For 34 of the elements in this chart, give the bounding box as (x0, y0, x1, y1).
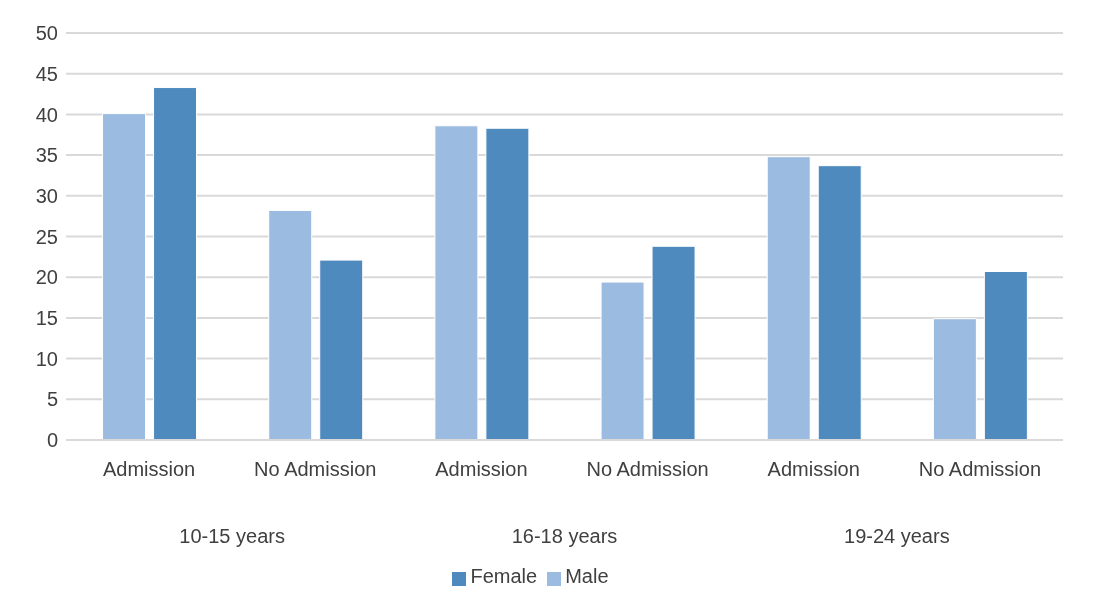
text: 10-15 years (179, 525, 285, 547)
bar (485, 127, 530, 440)
x-tick-label: No Admission (586, 458, 709, 480)
bar (153, 87, 198, 440)
bar (268, 209, 313, 440)
y-tick-label: 0 (46, 429, 58, 452)
bar (817, 165, 862, 440)
y-tick-label: 20 (35, 266, 58, 289)
bar (932, 318, 977, 440)
bar (600, 281, 645, 440)
text: 19-24 years (844, 525, 950, 547)
y-tick-label: 10 (35, 347, 58, 370)
x-tick-label: No Admission (254, 458, 377, 480)
y-tick-label: 5 (46, 388, 58, 411)
y-tick-label: 15 (35, 307, 58, 329)
legend-label: Female (470, 565, 538, 587)
bar (651, 245, 696, 440)
bar (319, 259, 364, 440)
y-tick-label: 50 (35, 22, 58, 45)
y-tick-label: 45 (35, 62, 58, 85)
text: 16-18 years (511, 525, 618, 547)
y-tick-label: 35 (35, 144, 58, 167)
bar (434, 125, 479, 440)
x-tick-label: Admission (435, 458, 528, 480)
bar (102, 113, 147, 440)
x-tick-label: Admission (102, 458, 196, 480)
bar (766, 156, 811, 440)
legend-label: Male (565, 565, 609, 587)
x-tick-label: No Admission (918, 458, 1042, 480)
y-tick-label: 30 (35, 184, 58, 207)
y-tick-label: 25 (35, 225, 58, 248)
y-tick-label: 40 (35, 103, 58, 126)
bar (983, 271, 1028, 440)
x-tick-label: Admission (767, 458, 860, 480)
